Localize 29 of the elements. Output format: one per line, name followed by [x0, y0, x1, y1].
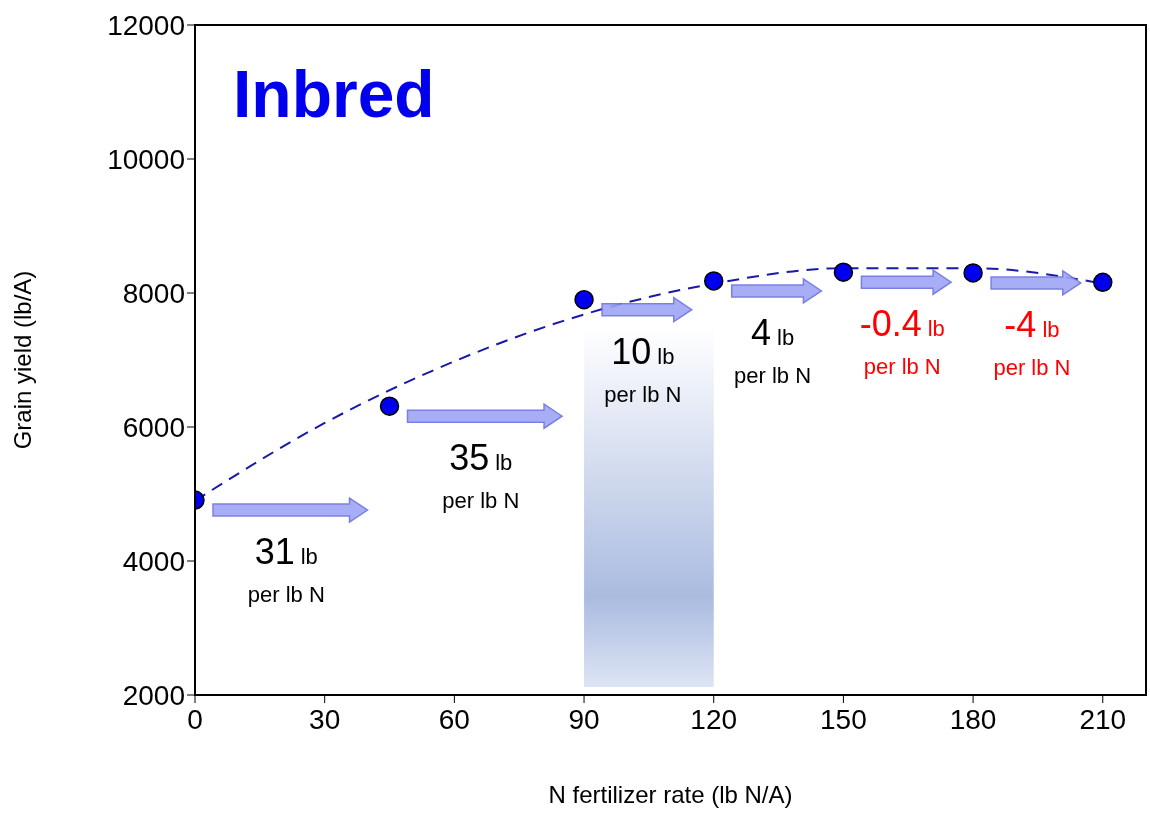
point: [1093, 272, 1113, 293]
y-tick-label: 6000: [122, 411, 185, 443]
y-tick-label: 2000: [122, 679, 185, 711]
annotation: -4 lb per lb N: [993, 303, 1071, 380]
x-tick-label: 30: [309, 703, 341, 735]
point: [574, 289, 594, 310]
y-axis-title: Grain yield (lb/A): [8, 270, 36, 450]
y-tick-label: 8000: [122, 277, 185, 309]
x-tick-label: 120: [690, 703, 738, 735]
point: [833, 262, 854, 282]
y-tick-label: 4000: [122, 545, 185, 577]
x-tick-label: 90: [568, 703, 600, 735]
x-tick-label: 180: [949, 703, 997, 735]
x-axis-title: N fertilizer rate (lb N/A): [548, 781, 793, 808]
annotation: 10 lb per lb N: [604, 330, 682, 407]
annotation: 4 lb per lb N: [734, 311, 812, 388]
annotation: -0.4 lb per lb N: [859, 303, 945, 380]
point: [963, 263, 983, 283]
point: [703, 271, 724, 291]
annotation: 35 lb per lb N: [442, 437, 520, 514]
text: Inbred: [233, 57, 435, 131]
y-tick-label: 10000: [107, 143, 185, 175]
x-tick-label: 60: [438, 703, 470, 735]
x-tick-label: 210: [1079, 703, 1127, 735]
x-tick-label: 0: [187, 703, 203, 735]
annotation: 31 lb per lb N: [247, 531, 325, 608]
point: [379, 396, 400, 416]
y-tick-label: 12000: [107, 9, 185, 41]
x-tick-label: 150: [820, 703, 867, 735]
